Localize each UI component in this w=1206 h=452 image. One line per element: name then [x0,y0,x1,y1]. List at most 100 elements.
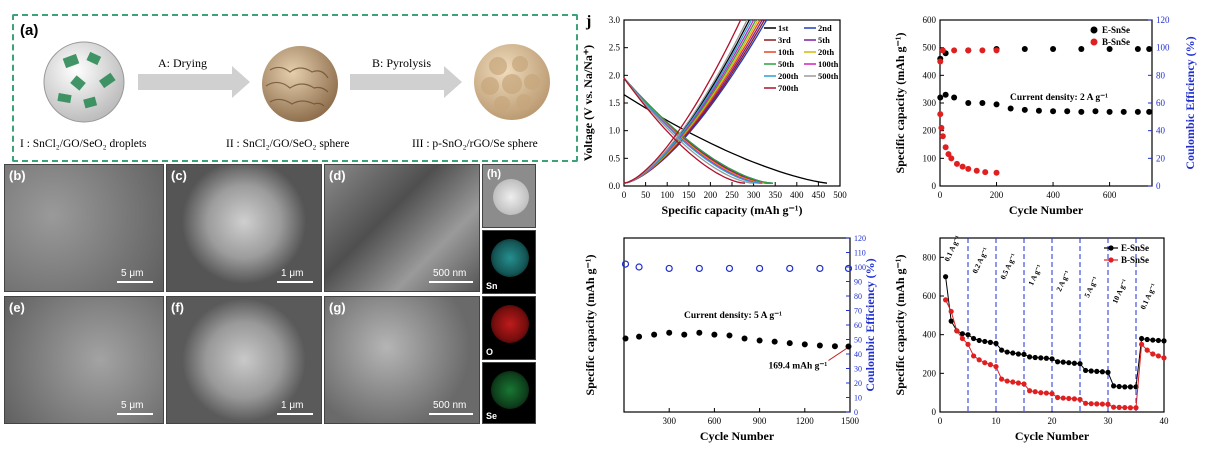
series-point [1155,337,1161,344]
ce-point [1050,46,1057,53]
x-tick-label: 30 [1104,416,1114,426]
series-point [976,337,982,344]
caption-product: III : p-SnO₂/rGO/Se sphere [412,138,538,150]
panel-label-c: (c) [171,168,187,183]
scale-bar [117,413,153,415]
x-tick-label: 300 [747,190,761,200]
series-point [971,335,977,342]
ce-point [993,47,1000,54]
legend-label: E-SnSe [1102,25,1130,35]
capacity-point [939,133,946,140]
series-point [1049,391,1055,397]
scale-bar [117,281,153,283]
series-point [982,360,988,366]
series-point [1066,395,1072,402]
legend-label: 3rd [778,35,791,45]
series-point [1055,359,1061,365]
series-point [1122,384,1128,390]
series-point [965,341,971,347]
y2-tick-label: 80 [854,292,862,301]
series-point [943,274,949,280]
plot-frame [623,237,851,413]
x-tick-label: 0 [938,190,943,200]
capacity-point [1134,108,1141,115]
series-point [1116,383,1122,390]
ce-point [965,47,972,54]
panel-label-a: (a) [20,22,39,39]
series-point [1071,396,1077,402]
capacity-point [979,100,986,106]
discharge-curve [623,77,765,184]
series-point [1060,359,1066,365]
y2-tick-label: 120 [854,234,866,243]
series-point [1094,368,1100,374]
series-point [1055,394,1061,401]
series-point [1043,390,1049,396]
value-leader [828,348,847,361]
series-point [1083,367,1089,374]
series-point [1021,381,1027,387]
series-point [1032,354,1038,361]
y-tick-label: 2.5 [609,43,621,53]
series-point [993,340,999,346]
series-point [976,357,982,363]
series-point [948,308,954,315]
y2-tick-label: 70 [854,307,862,316]
legend-label: 10th [778,47,794,57]
series-point [948,318,954,324]
scale-bar [429,413,473,415]
capacity-point [1007,105,1014,112]
legend-label: 1st [778,23,789,33]
y2-tick-label: 60 [854,321,862,330]
series-point [1021,351,1027,357]
series-point [993,363,999,370]
series-point [1161,338,1167,344]
arrow-b [350,66,462,98]
ce-point [1134,46,1141,53]
capacity-point [741,335,748,342]
y2-tick-label: 90 [854,278,862,287]
series-point [1038,390,1044,396]
y2-axis-label: Coulombic Efficiency (%) [1183,36,1197,169]
ce-point [786,264,794,273]
legend-label: E-SnSe [1121,243,1149,253]
capacity-point [959,163,966,170]
scale-text: 5 μm [121,268,144,279]
panel-label-b: (b) [9,168,26,183]
ce-point [844,264,853,273]
series-point [987,339,993,345]
scale-text: 500 nm [433,268,467,279]
x-tick-label: 300 [662,416,676,426]
ce-point [756,264,764,273]
y-tick-label: 1.5 [609,98,621,108]
y-tick-label: 500 [923,43,937,53]
discharge-curve [623,77,774,184]
y2-tick-label: 40 [854,350,862,359]
y2-tick-label: 0 [1156,181,1161,191]
series-point [965,332,971,338]
step-a-label: A: Drying [158,56,207,70]
y-tick-label: 0.5 [609,153,621,163]
scale-text: 1 μm [281,400,304,411]
capacity-point [973,167,980,174]
legend-label: 20th [818,47,834,57]
y2-tick-label: 100 [854,263,866,272]
eds-map-o: O [482,296,536,360]
capacity-point [1120,108,1127,115]
series-point [1077,396,1083,403]
y2-tick-label: 20 [854,379,862,388]
ce-point [816,264,824,273]
legend-label: 50th [778,59,794,69]
panel-label-d: (d) [329,168,346,183]
x-tick-label: 900 [753,416,767,426]
legend-label: 5th [818,35,830,45]
series-point [954,328,960,334]
y-tick-label: 600 [923,15,937,25]
ce-point [635,263,643,271]
series-point [943,297,949,303]
x-tick-label: 500 [833,190,847,200]
legend-label: 100th [818,59,839,69]
y2-tick-label: 80 [1156,70,1166,80]
discharge-curve [623,77,769,184]
